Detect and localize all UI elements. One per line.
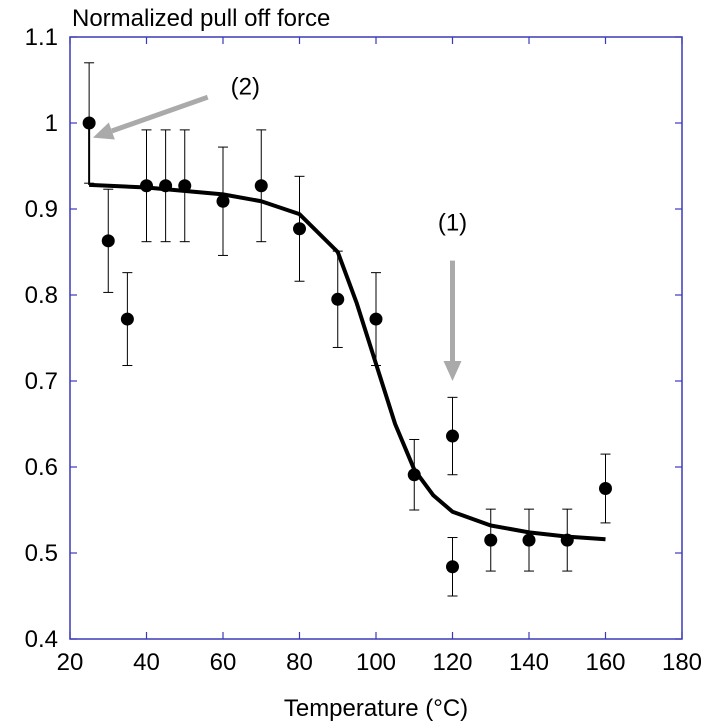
tick-marks bbox=[69, 36, 683, 640]
y-tick-label: 0.8 bbox=[25, 282, 58, 309]
annotations: (1) (2) bbox=[92, 74, 467, 381]
annotation-arrow-shaft bbox=[110, 94, 209, 134]
data-point bbox=[522, 533, 536, 547]
x-tick-label: 120 bbox=[432, 649, 472, 676]
y-tick-label: 1 bbox=[45, 110, 58, 137]
data-point bbox=[159, 179, 173, 193]
data-point bbox=[446, 429, 459, 443]
x-tick-label: 100 bbox=[356, 649, 396, 676]
error-bars bbox=[84, 62, 611, 597]
x-tick-label: 140 bbox=[509, 649, 549, 676]
x-tick-label: 60 bbox=[210, 649, 237, 676]
data-point bbox=[254, 179, 268, 193]
data-point bbox=[293, 222, 306, 236]
data-point bbox=[599, 482, 612, 495]
fit-curve-line bbox=[89, 182, 606, 542]
y-tick-label: 0.5 bbox=[25, 540, 58, 567]
data-point bbox=[369, 312, 383, 326]
y-tick-label: 1.1 bbox=[25, 24, 58, 51]
annotation-label: (1) bbox=[438, 210, 467, 237]
y-axis-title: Normalized pull off force bbox=[72, 5, 330, 32]
y-tick-label: 0.7 bbox=[25, 368, 58, 395]
data-point bbox=[560, 533, 574, 547]
x-axis-title: Temperature (°C) bbox=[284, 695, 468, 722]
annotation-label: (2) bbox=[231, 74, 260, 101]
data-point bbox=[120, 312, 134, 326]
y-tick-labels: 0.4 0.5 0.6 0.7 0.8 0.9 1 1.1 bbox=[25, 24, 58, 653]
data-point bbox=[101, 234, 115, 248]
y-tick-label: 0.9 bbox=[25, 196, 58, 223]
y-tick-label: 0.4 bbox=[25, 626, 58, 653]
x-tick-label: 40 bbox=[133, 649, 160, 676]
x-tick-label: 80 bbox=[286, 649, 313, 676]
data-point bbox=[140, 179, 153, 193]
x-tick-label: 20 bbox=[57, 649, 84, 676]
data-point bbox=[331, 292, 345, 306]
y-tick-label: 0.6 bbox=[25, 454, 58, 481]
x-tick-label: 180 bbox=[662, 649, 702, 676]
x-tick-label: 160 bbox=[585, 649, 625, 676]
data-point bbox=[216, 194, 230, 208]
data-point bbox=[484, 533, 498, 547]
annotation-arrow-head bbox=[443, 361, 462, 381]
data-point bbox=[82, 116, 96, 130]
x-tick-labels: 20 40 60 80 100 120 140 160 180 bbox=[57, 649, 702, 676]
data-point bbox=[407, 468, 421, 482]
data-point bbox=[446, 560, 459, 574]
data-points bbox=[82, 116, 612, 574]
annotation-arrow-head bbox=[92, 122, 115, 140]
data-point bbox=[178, 179, 192, 193]
